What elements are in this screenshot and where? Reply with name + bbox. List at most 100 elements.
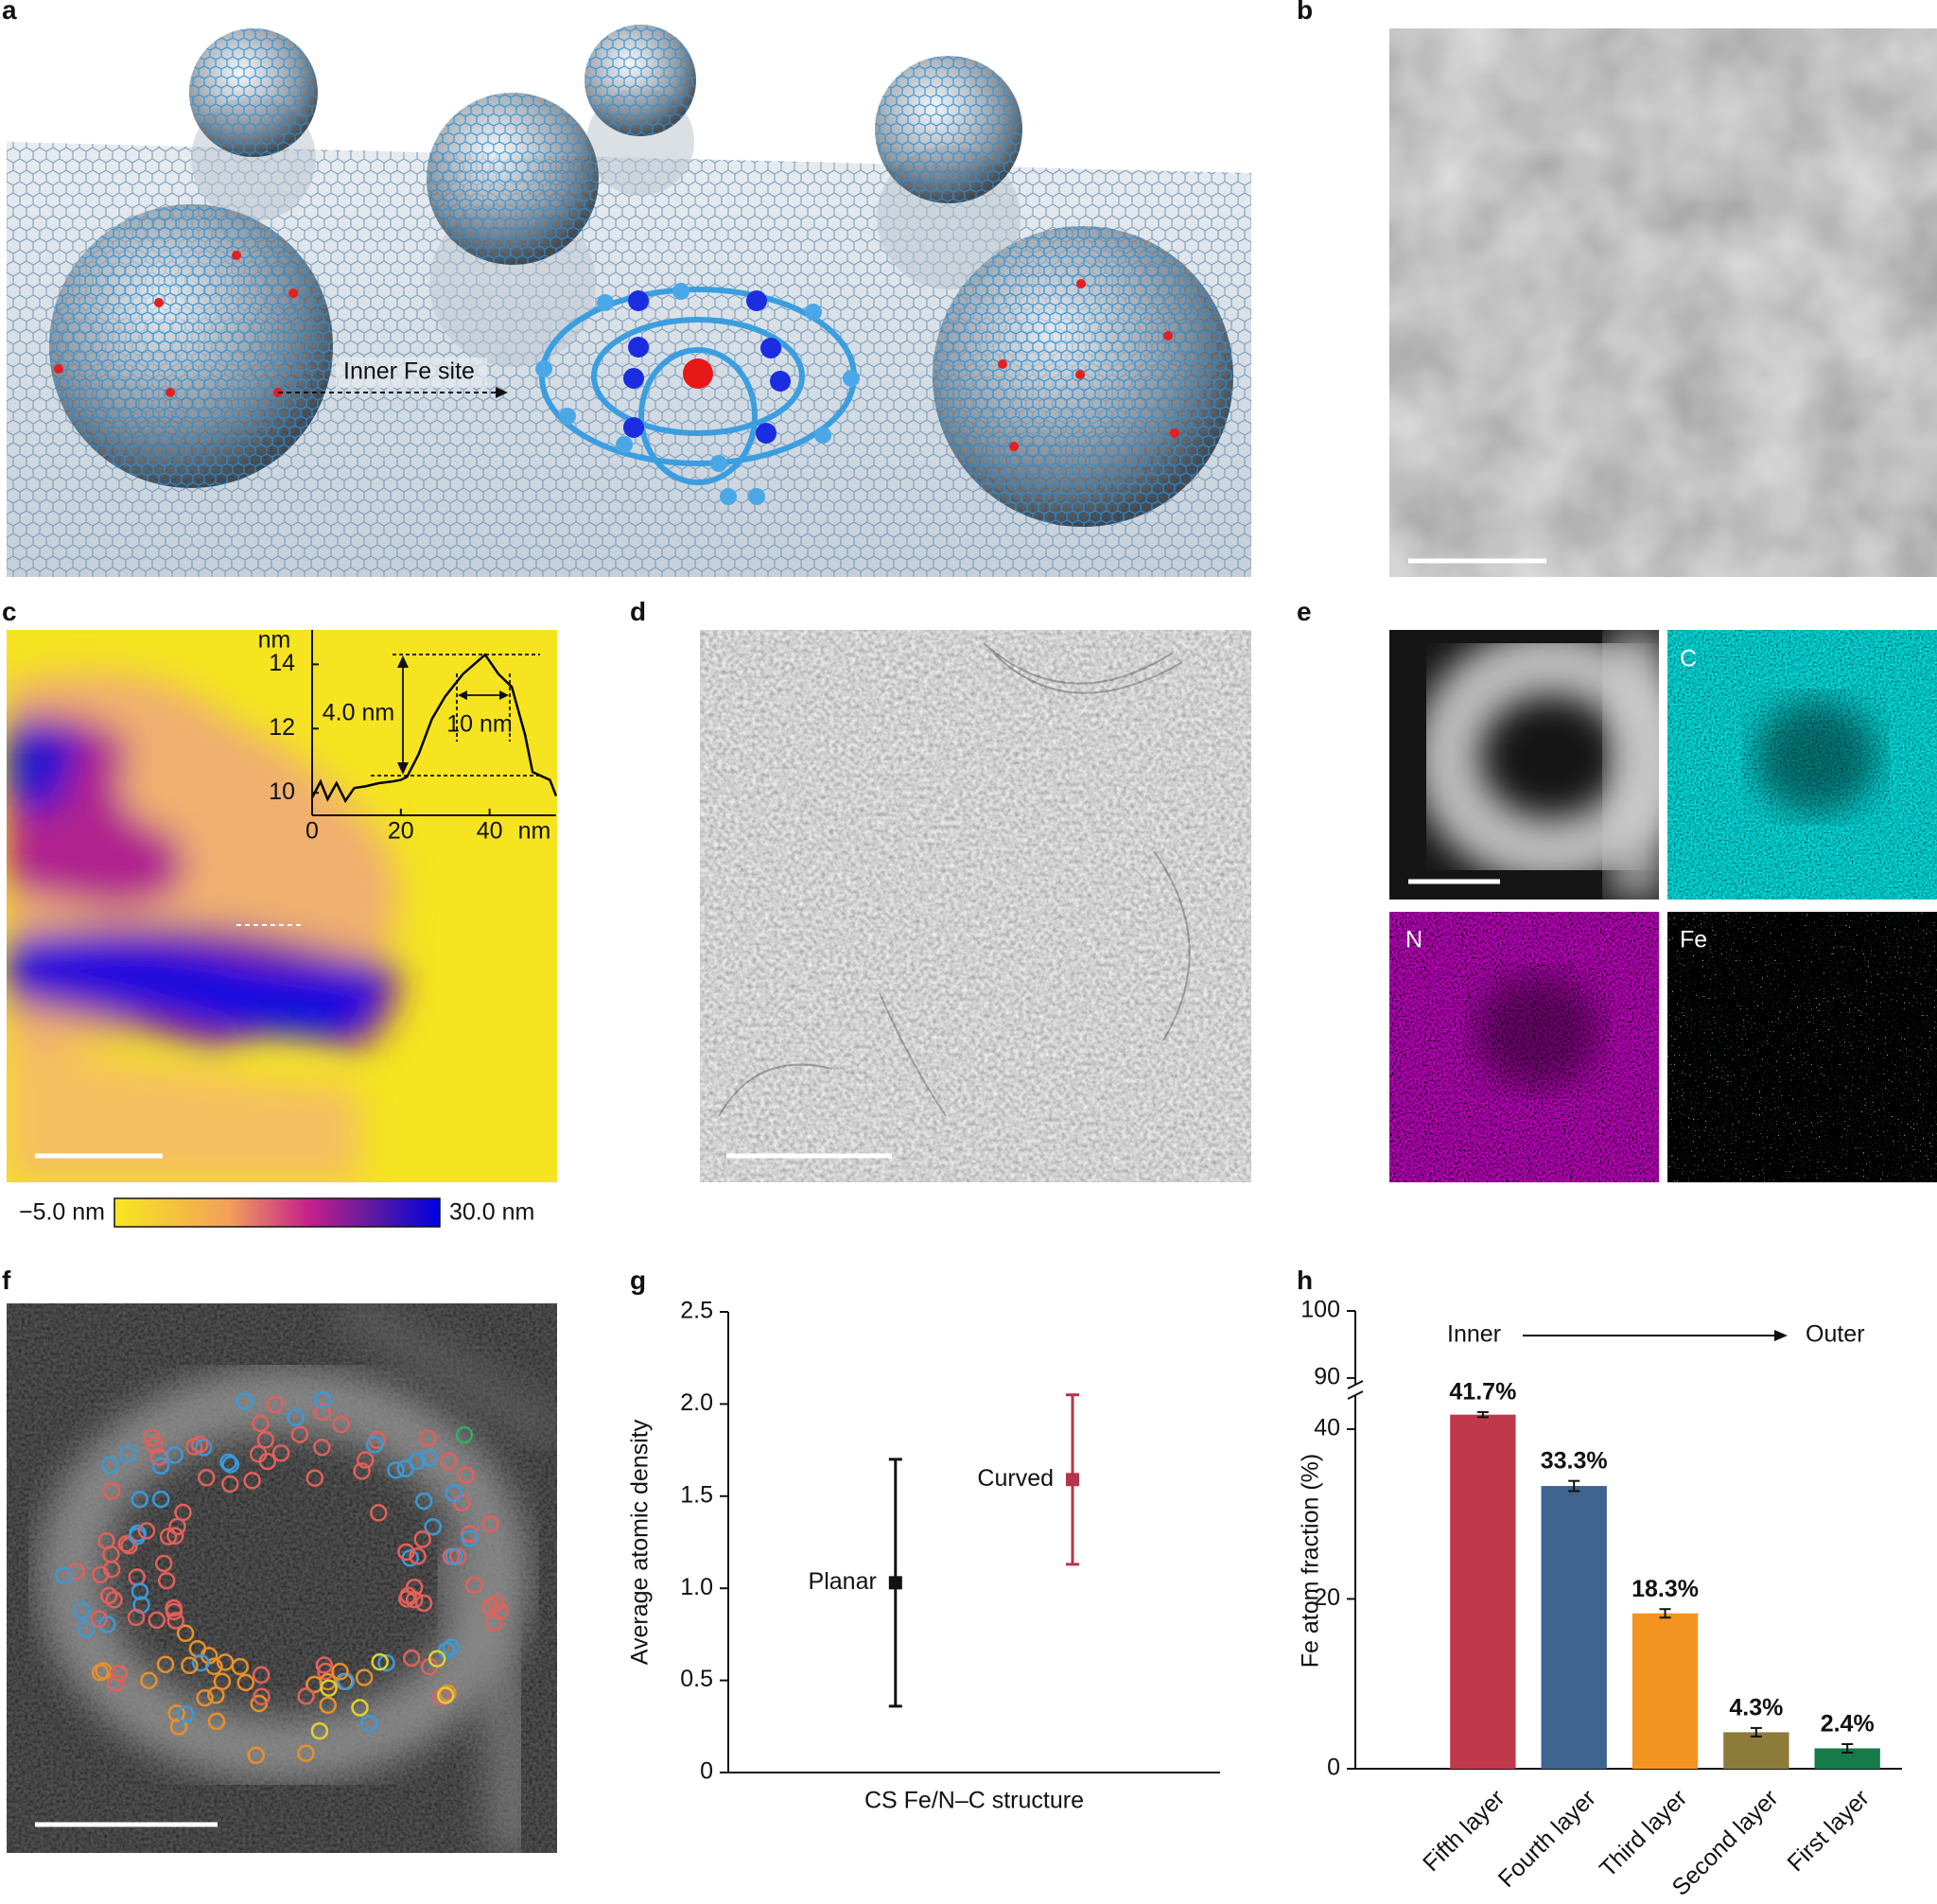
atom-marker [355, 1668, 374, 1686]
x-axis-label: nm [518, 818, 551, 845]
atom-marker [408, 1452, 427, 1471]
panel-a-illustration: Inner Fe site [7, 25, 1251, 577]
atom-marker [455, 1425, 474, 1444]
atom-marker [419, 1429, 437, 1447]
atom-marker [481, 1514, 499, 1533]
atom-marker [191, 1436, 209, 1454]
panel-label: b [1297, 0, 1313, 25]
atom-marker [266, 1395, 284, 1414]
arrow-head [496, 387, 508, 398]
atom-marker [221, 1475, 239, 1494]
axis-break [1347, 1380, 1364, 1389]
value-label: 33.3% [1541, 1447, 1608, 1474]
x-tick-label: Fourth layer [1493, 1785, 1601, 1893]
bar [1541, 1486, 1607, 1769]
atom-marker [151, 1490, 170, 1509]
value-label: 2.4% [1821, 1711, 1875, 1738]
atom-marker [377, 1653, 395, 1672]
atom-marker [159, 1528, 178, 1546]
atom-marker [90, 1610, 108, 1628]
atom-marker [420, 1449, 438, 1467]
x-axis-label: CS Fe/N–C structure [864, 1788, 1084, 1814]
atom-marker [313, 1403, 332, 1422]
atom-marker [167, 1704, 185, 1722]
atom-marker [414, 1594, 433, 1613]
lattice-fringes [718, 642, 1191, 1117]
atom-marker [313, 1390, 332, 1409]
y-tick-label: 100 [1300, 1297, 1340, 1323]
atom-marker [332, 1415, 350, 1434]
atom-marker [297, 1687, 315, 1705]
atom-marker [387, 1460, 405, 1479]
atom-marker [464, 1576, 483, 1595]
atom-marker [166, 1446, 183, 1464]
atom-marker [73, 1601, 91, 1619]
bar [1723, 1732, 1789, 1769]
atom-marker [236, 1392, 254, 1410]
colorbar [113, 1197, 441, 1228]
atom-marker [55, 1566, 73, 1584]
profile-line [310, 653, 558, 804]
label-bg [336, 358, 487, 388]
atom-marker [399, 1586, 417, 1605]
atom-marker [207, 1686, 225, 1704]
atom-marker [119, 1444, 137, 1463]
atom-marker [440, 1452, 458, 1471]
y-tick-label: 10 [269, 778, 295, 805]
atom-marker [487, 1594, 505, 1613]
sem-image [1389, 28, 1937, 577]
atom-marker [313, 1438, 331, 1457]
atom-marker [131, 1490, 149, 1509]
atom-marker [436, 1686, 455, 1704]
atom-marker [192, 1653, 210, 1672]
x-tick-label: Third layer [1595, 1785, 1692, 1882]
atom-marker [243, 1472, 261, 1490]
sphere [189, 28, 318, 221]
bar [1814, 1748, 1880, 1769]
atom-marker [371, 1652, 389, 1671]
annotation: 4.0 nm [323, 700, 394, 726]
atom-marker [154, 1554, 173, 1573]
atom-marker [461, 1529, 479, 1547]
atom-marker [168, 1517, 186, 1536]
atom-markers [55, 1390, 509, 1765]
sphere [933, 226, 1233, 527]
atom-marker [176, 1624, 195, 1643]
map-hole [1475, 974, 1598, 1088]
axis-break [1347, 1390, 1364, 1400]
map-hole [1754, 700, 1877, 813]
value-label: 41.7% [1449, 1379, 1516, 1406]
y-tick-label: 0.5 [680, 1666, 713, 1692]
atom-marker [360, 1715, 378, 1733]
panel-label: h [1297, 1266, 1313, 1295]
atom-marker [99, 1586, 118, 1605]
y-tick-label: 1.5 [680, 1481, 713, 1508]
atom-marker [196, 1688, 214, 1707]
element-label: C [1680, 646, 1697, 673]
atom-marker [445, 1484, 462, 1503]
atom-marker [442, 1638, 461, 1656]
atom-marker [287, 1408, 305, 1427]
x-tick-label: 40 [477, 818, 503, 845]
atom-marker [140, 1671, 158, 1689]
x-tick-label: Fifth layer [1418, 1785, 1509, 1877]
y-tick-label: 2.0 [680, 1389, 713, 1416]
atom-marker [148, 1611, 166, 1630]
atom-marker [370, 1504, 388, 1522]
y-tick-label: 20 [1314, 1584, 1340, 1611]
atom-marker [166, 1612, 185, 1630]
point-label: Curved [977, 1465, 1054, 1492]
atom-marker [156, 1655, 175, 1673]
atom-marker [219, 1453, 237, 1472]
eds-map-fe [1667, 912, 1937, 1182]
panel-label: e [1297, 597, 1312, 626]
annotation: Inner Fe site [343, 358, 475, 385]
haadf-image [7, 1303, 557, 1853]
atom-marker [258, 1452, 277, 1471]
atom-marker [107, 1674, 125, 1692]
atom-marker [77, 1619, 96, 1638]
panel-label: f [2, 1266, 11, 1295]
y-tick-label: 1.0 [680, 1574, 713, 1600]
